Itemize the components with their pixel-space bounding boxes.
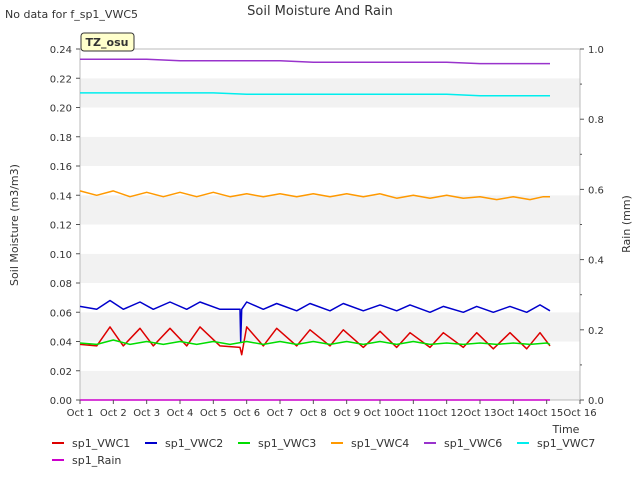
legend-label-sp1_VWC4: sp1_VWC4 bbox=[351, 437, 409, 450]
y2-tick-label: 0.6 bbox=[588, 185, 604, 196]
x-axis: Oct 1 Oct 2 Oct 3 Oct 4 Oct 5 Oct 6 Oct 7 Oct 8… bbox=[67, 400, 597, 419]
x-tick-label: Oct 11 bbox=[397, 408, 430, 419]
y-tick-label: 0.22 bbox=[50, 74, 72, 85]
x-tick-label: Oct 16 bbox=[563, 408, 596, 419]
grid-band bbox=[80, 312, 580, 342]
series-line-sp1_VWC6 bbox=[80, 58, 550, 65]
x-tick-label: Oct 9 bbox=[333, 408, 360, 419]
y2-tick-label: 1.0 bbox=[588, 45, 604, 56]
series-line-sp1_VWC2 bbox=[79, 299, 551, 343]
series-line-sp1_VWC3 bbox=[79, 339, 551, 346]
y-axis-label: Soil Moisture (m3/m3) bbox=[8, 164, 21, 286]
x-tick-label: Oct 6 bbox=[233, 408, 260, 419]
grid-band bbox=[80, 283, 580, 313]
grid-band bbox=[80, 370, 580, 400]
grid-band bbox=[80, 136, 580, 166]
legend-label-sp1_VWC3: sp1_VWC3 bbox=[258, 437, 316, 450]
y-tick-label: 0.16 bbox=[50, 162, 72, 173]
y2-tick-label: 0.0 bbox=[588, 396, 604, 407]
site-badge: TZ_osu bbox=[80, 32, 135, 52]
chart-title: Soil Moisture And Rain bbox=[247, 4, 393, 19]
grid-band bbox=[80, 166, 580, 196]
x-tick-label: Oct 3 bbox=[133, 408, 160, 419]
y-tick-label: 0.20 bbox=[50, 104, 72, 115]
legend: sp1_VWC1 sp1_VWC2 sp1_VWC3 sp1_VWC4 sp1_VWC6… bbox=[52, 437, 595, 467]
x-tick-label: Oct 8 bbox=[300, 408, 327, 419]
y-tick-label: 0.14 bbox=[50, 191, 72, 202]
x-tick-label: Oct 15 bbox=[530, 408, 563, 419]
y-tick-label: 0.04 bbox=[50, 338, 72, 349]
legend-label-sp1_VWC6: sp1_VWC6 bbox=[444, 437, 502, 450]
y-tick-label: 0.10 bbox=[50, 250, 72, 261]
legend-label-sp1_VWC7: sp1_VWC7 bbox=[537, 437, 595, 450]
x-tick-label: Oct 10 bbox=[363, 408, 396, 419]
grid-band bbox=[80, 224, 580, 254]
y2-tick-label: 0.2 bbox=[588, 326, 604, 337]
y-tick-label: 0.00 bbox=[50, 396, 72, 407]
x-tick-label: Oct 4 bbox=[167, 408, 194, 419]
site-badge-box bbox=[80, 32, 135, 52]
x-tick-label: Oct 2 bbox=[100, 408, 127, 419]
y2-tick-label: 0.4 bbox=[588, 256, 604, 267]
x-tick-label: Oct 14 bbox=[497, 408, 530, 419]
x-tick-label: Oct 1 bbox=[67, 408, 94, 419]
x-tick-label: Oct 5 bbox=[200, 408, 227, 419]
y-tick-label: 0.24 bbox=[50, 45, 72, 56]
x-tick-label: Oct 13 bbox=[463, 408, 496, 419]
site-badge-label: TZ_osu bbox=[86, 36, 129, 49]
legend-label-sp1_Rain: sp1_Rain bbox=[72, 454, 121, 467]
y-tick-label: 0.12 bbox=[50, 221, 72, 232]
y2-tick-label: 0.8 bbox=[588, 115, 604, 126]
x-axis-label: Time bbox=[552, 423, 580, 436]
series-layer bbox=[79, 58, 551, 401]
y2-axis: 0.0 0.2 0.4 0.6 0.8 1.0 bbox=[580, 45, 604, 407]
grid-bands bbox=[80, 49, 580, 400]
legend-label-sp1_VWC2: sp1_VWC2 bbox=[165, 437, 223, 450]
legend-label-sp1_VWC1: sp1_VWC1 bbox=[72, 437, 130, 450]
grid-band bbox=[80, 253, 580, 283]
y2-axis-label: Rain (mm) bbox=[620, 195, 633, 253]
no-data-note: No data for f_sp1_VWC5 bbox=[5, 8, 138, 21]
y-tick-label: 0.06 bbox=[50, 308, 72, 319]
y-tick-label: 0.08 bbox=[50, 279, 72, 290]
y-tick-label: 0.18 bbox=[50, 133, 72, 144]
series-line-sp1_VWC4 bbox=[79, 190, 550, 201]
x-tick-label: Oct 7 bbox=[267, 408, 294, 419]
grid-band bbox=[80, 195, 580, 225]
grid-band bbox=[80, 107, 580, 137]
x-tick-label: Oct 12 bbox=[430, 408, 463, 419]
y-tick-label: 0.02 bbox=[50, 367, 72, 378]
y-axis: 0.00 0.02 0.04 0.06 0.08 0.10 0.12 0.14 0.16 0.18… bbox=[50, 45, 80, 407]
series-line-sp1_VWC7 bbox=[80, 92, 550, 97]
